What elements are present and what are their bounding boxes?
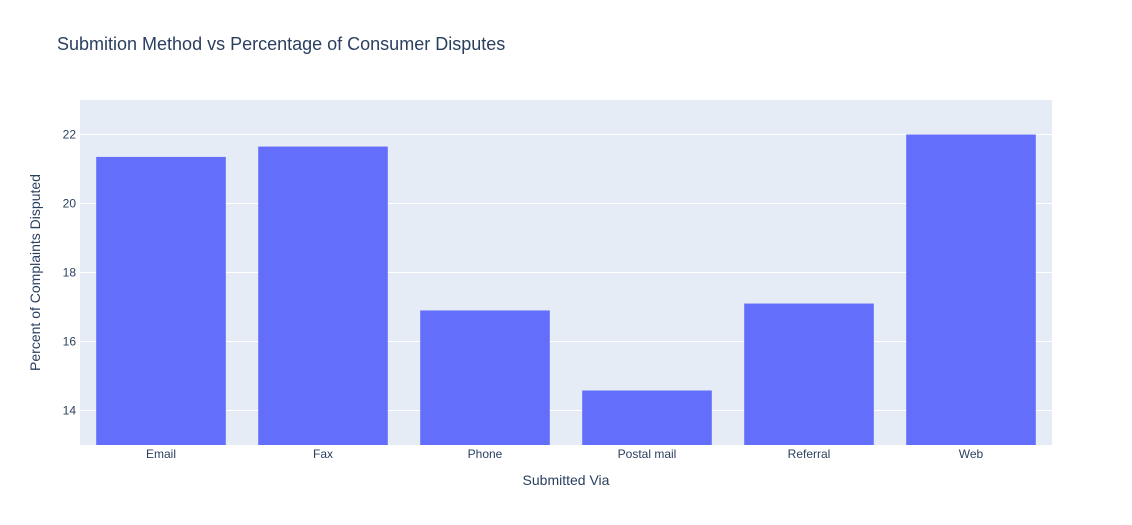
x-tick-label: Phone: [468, 447, 503, 461]
y-tick-label: 22: [63, 128, 77, 142]
y-tick-label: 14: [63, 404, 77, 418]
y-axis-ticks: 14 16 18 20 22: [63, 128, 77, 418]
grid-lines: [80, 134, 1052, 411]
x-axis-title: Submitted Via: [523, 472, 610, 488]
y-tick-label: 16: [63, 335, 77, 349]
x-axis-ticks: Email Fax Phone Postal mail Referral Web: [146, 447, 984, 461]
bar-phone[interactable]: [420, 310, 550, 445]
bar-postal-mail[interactable]: [582, 390, 712, 445]
bar-web[interactable]: [906, 134, 1036, 446]
chart-title: Submition Method vs Percentage of Consum…: [57, 34, 505, 54]
bar-email[interactable]: [96, 156, 226, 446]
y-tick-label: 18: [63, 266, 77, 280]
x-tick-label: Postal mail: [618, 447, 677, 461]
y-axis-title: Percent of Complaints Disputed: [27, 174, 43, 371]
bar-fax[interactable]: [258, 146, 388, 445]
y-tick-label: 20: [63, 197, 77, 211]
x-tick-label: Email: [146, 447, 176, 461]
x-tick-label: Referral: [788, 447, 831, 461]
x-tick-label: Web: [959, 447, 984, 461]
bar-referral[interactable]: [744, 303, 874, 445]
x-tick-label: Fax: [313, 447, 333, 461]
bars: [96, 134, 1036, 446]
